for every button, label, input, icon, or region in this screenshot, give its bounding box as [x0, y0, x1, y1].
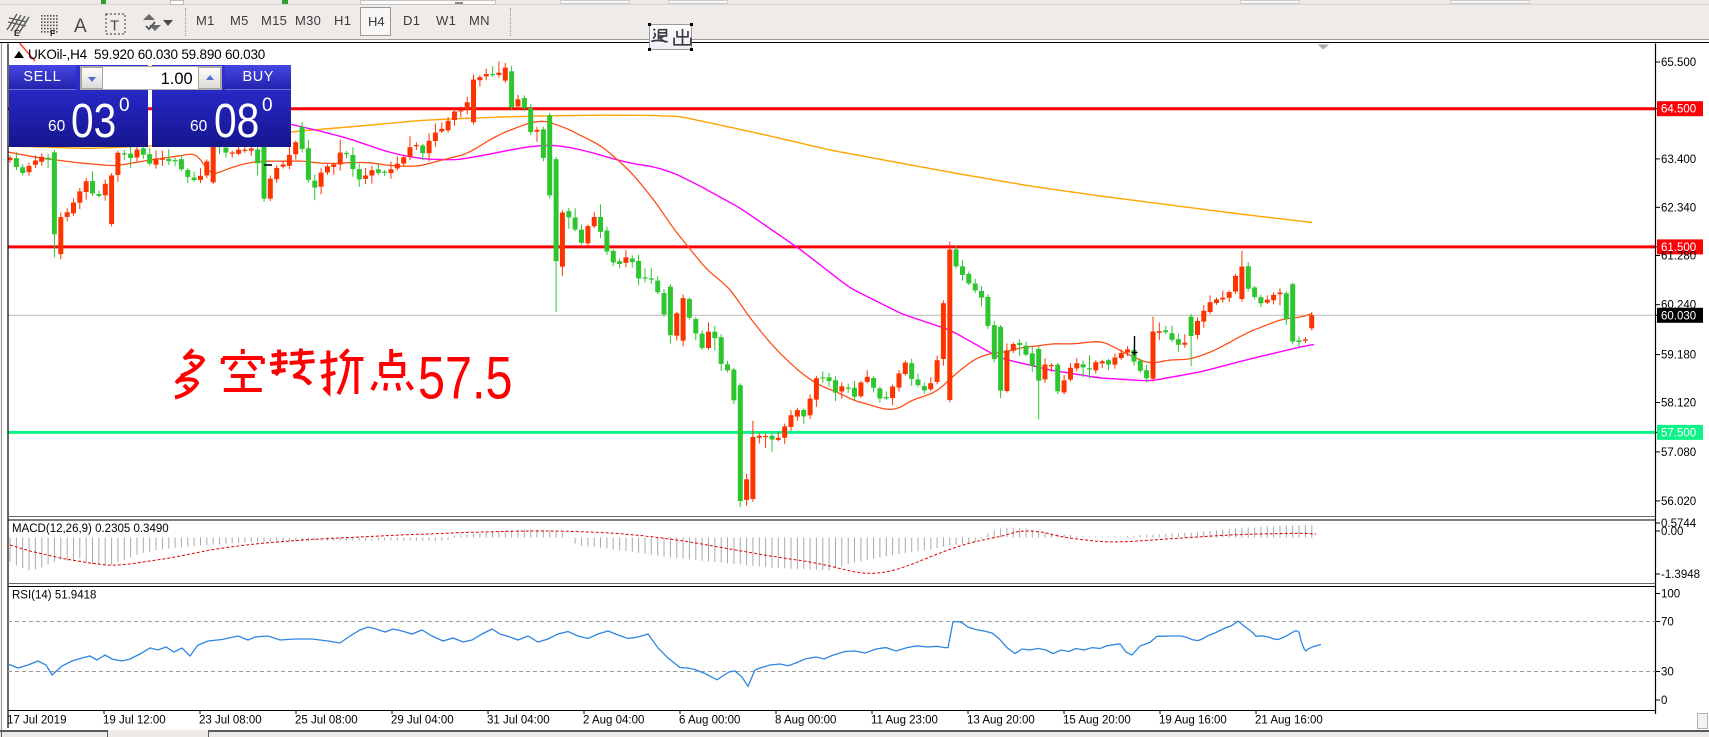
- svg-text:2 Aug 04:00: 2 Aug 04:00: [583, 715, 644, 727]
- svg-text:63.400: 63.400: [1661, 154, 1696, 166]
- svg-text:70: 70: [1661, 617, 1674, 629]
- svg-text:RSI(14) 51.9418: RSI(14) 51.9418: [12, 590, 96, 602]
- svg-text:E: E: [14, 28, 20, 38]
- svg-text:11 Aug 23:00: 11 Aug 23:00: [871, 715, 938, 727]
- svg-text:15 Aug 20:00: 15 Aug 20:00: [1063, 715, 1131, 727]
- svg-text:59.180: 59.180: [1661, 350, 1696, 362]
- svg-text:57.5: 57.5: [418, 345, 513, 412]
- svg-text:57.080: 57.080: [1661, 447, 1696, 459]
- svg-text:-1.3948: -1.3948: [1661, 569, 1700, 581]
- svg-text:21 Aug 16:00: 21 Aug 16:00: [1255, 715, 1323, 727]
- svg-text:30: 30: [1661, 667, 1674, 679]
- svg-text:25 Jul 08:00: 25 Jul 08:00: [295, 715, 358, 727]
- svg-text:0: 0: [1661, 695, 1667, 707]
- svg-text:8 Aug 00:00: 8 Aug 00:00: [775, 715, 836, 727]
- svg-text:6 Aug 00:00: 6 Aug 00:00: [679, 715, 740, 727]
- svg-text:17 Jul 2019: 17 Jul 2019: [7, 715, 66, 727]
- svg-text:0.5744: 0.5744: [1661, 518, 1697, 530]
- svg-text:31 Jul 04:00: 31 Jul 04:00: [487, 715, 550, 727]
- svg-text:MACD(12,26,9) 0.2305 0.3490: MACD(12,26,9) 0.2305 0.3490: [12, 523, 169, 535]
- svg-text:61.500: 61.500: [1661, 242, 1696, 254]
- svg-text:T: T: [110, 18, 119, 35]
- svg-text:57.500: 57.500: [1661, 427, 1696, 439]
- svg-text:19 Aug 16:00: 19 Aug 16:00: [1159, 715, 1227, 727]
- svg-text:F: F: [50, 28, 55, 38]
- svg-text:62.340: 62.340: [1661, 202, 1696, 214]
- svg-text:56.020: 56.020: [1661, 496, 1696, 508]
- svg-text:65.500: 65.500: [1661, 57, 1696, 69]
- svg-text:UKOil-,H4 59.920 60.030 59.89: UKOil-,H4 59.920 60.030 59.890 60.030: [28, 47, 265, 62]
- svg-text:29 Jul 04:00: 29 Jul 04:00: [391, 715, 454, 727]
- svg-text:19 Jul 12:00: 19 Jul 12:00: [103, 715, 166, 727]
- svg-text:13 Aug 20:00: 13 Aug 20:00: [967, 715, 1035, 727]
- svg-text:23 Jul 08:00: 23 Jul 08:00: [199, 715, 262, 727]
- svg-text:61.280: 61.280: [1661, 251, 1696, 263]
- svg-text:64.500: 64.500: [1661, 104, 1696, 116]
- svg-text:58.120: 58.120: [1661, 398, 1696, 410]
- svg-text:60.030: 60.030: [1661, 310, 1696, 322]
- svg-text:A: A: [74, 16, 87, 37]
- svg-text:100: 100: [1661, 589, 1680, 601]
- svg-text:0.00: 0.00: [1661, 526, 1683, 538]
